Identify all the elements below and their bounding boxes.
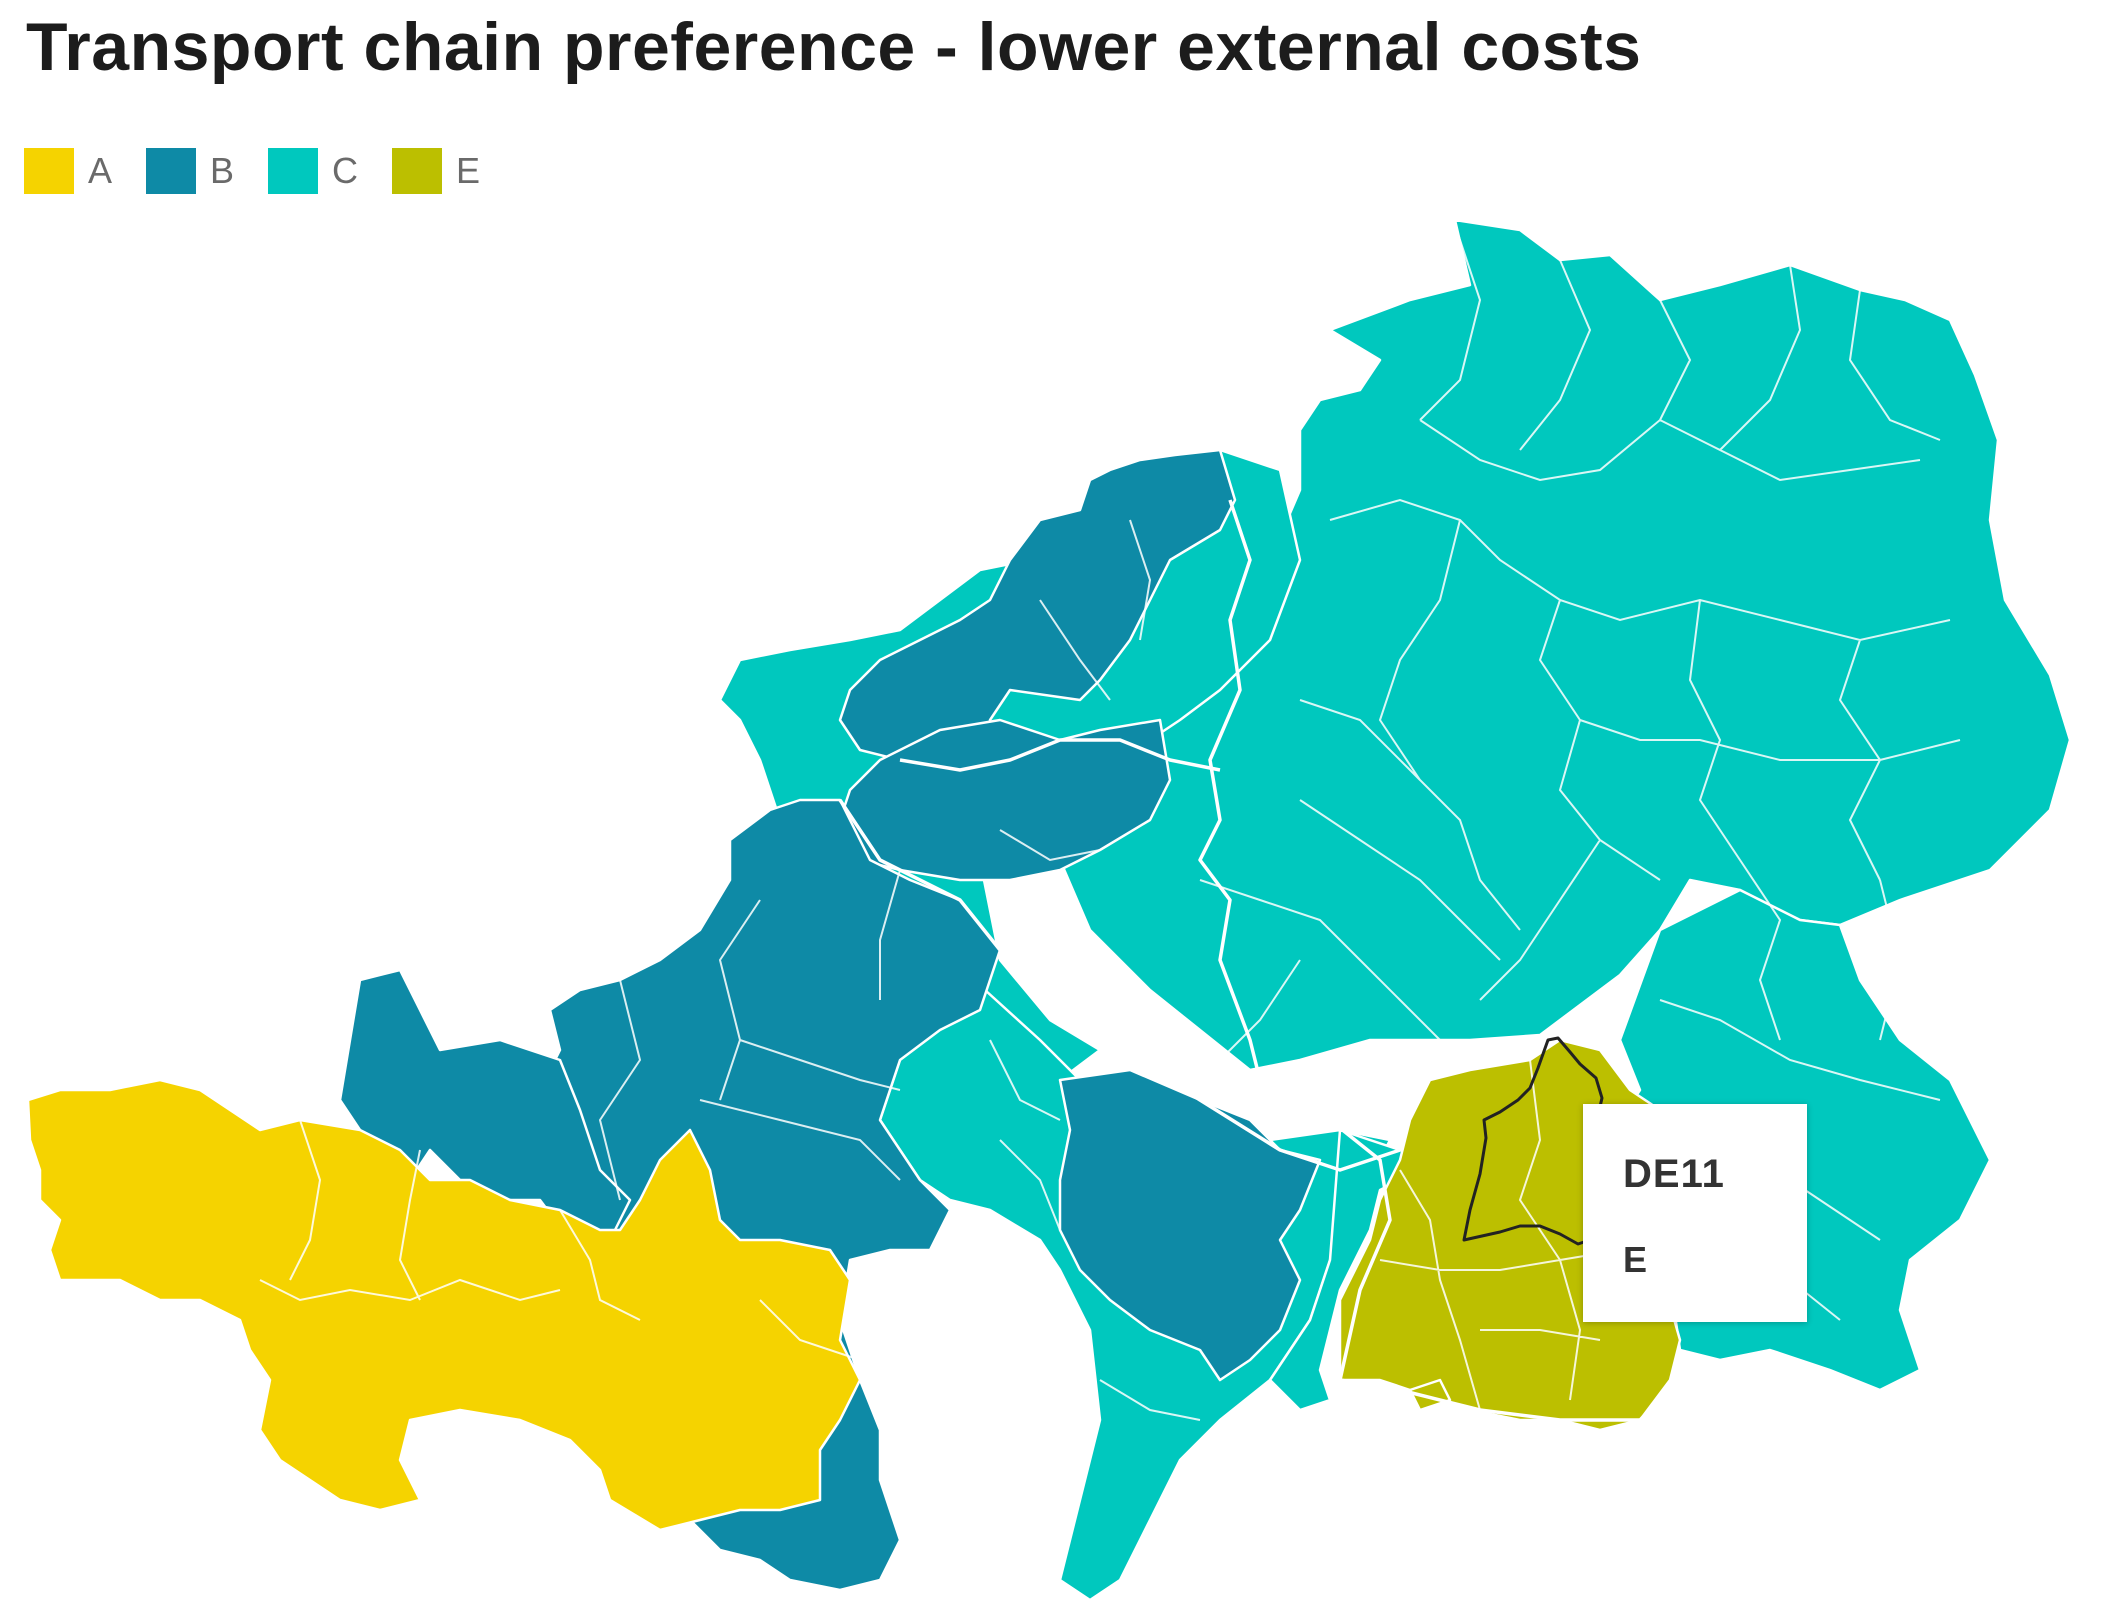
national-border-be-nl bbox=[899, 738, 1221, 772]
legend-label-a: A bbox=[88, 150, 113, 191]
tooltip-region-code: DE11 bbox=[1623, 1152, 1725, 1196]
national-border-de-ch bbox=[1339, 1378, 1682, 1422]
legend-swatch-b bbox=[146, 148, 197, 194]
region-group-b-north[interactable] bbox=[838, 448, 1237, 782]
legend-swatch-c bbox=[268, 148, 319, 194]
national-border-nl-de bbox=[1198, 499, 1262, 1081]
national-border-fr-be bbox=[838, 799, 1401, 1172]
region-boundaries bbox=[259, 224, 1961, 1421]
legend-item-a[interactable]: A bbox=[24, 148, 112, 194]
legend-swatch-e bbox=[392, 148, 443, 194]
legend-label-e: E bbox=[456, 150, 481, 191]
region-e-fragment bbox=[1408, 1378, 1452, 1412]
legend-label-c: C bbox=[332, 150, 359, 191]
tooltip-value: E bbox=[1623, 1239, 1648, 1280]
map-title: Transport chain preference - lower exter… bbox=[26, 9, 1642, 85]
legend-item-b[interactable]: B bbox=[146, 148, 234, 194]
region-group-a-west[interactable] bbox=[26, 1078, 862, 1532]
legend: A B C E bbox=[24, 148, 514, 194]
legend-item-c[interactable]: C bbox=[268, 148, 358, 194]
legend-item-e[interactable]: E bbox=[392, 148, 480, 194]
highlighted-region-outline bbox=[1462, 1036, 1604, 1246]
region-group-b-east[interactable] bbox=[1058, 1068, 1322, 1382]
region-group-c-north[interactable] bbox=[1058, 218, 2072, 1072]
legend-label-b: B bbox=[210, 150, 235, 191]
legend-swatch-a bbox=[24, 148, 74, 194]
region-tooltip: DE11 E bbox=[1583, 1104, 1807, 1322]
